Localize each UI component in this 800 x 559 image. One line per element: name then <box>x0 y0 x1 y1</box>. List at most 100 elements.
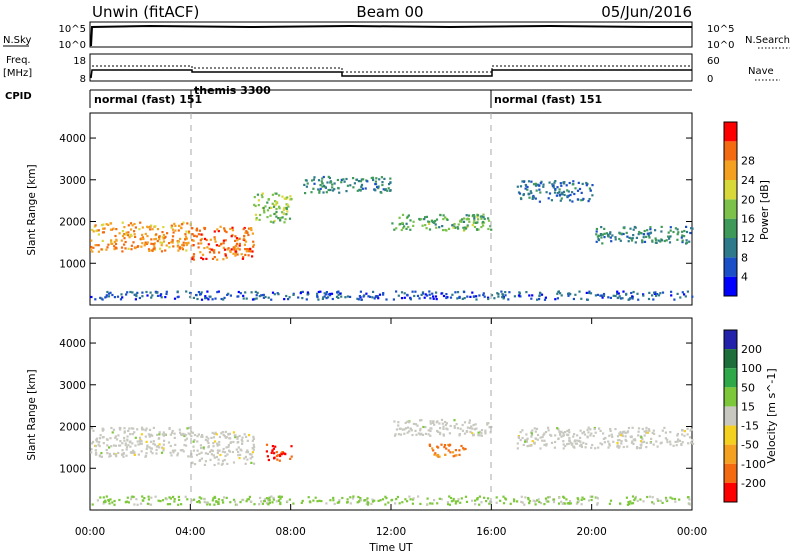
echo-cell <box>586 435 589 438</box>
echo-cell <box>226 453 229 456</box>
echo-cell <box>160 451 164 454</box>
power-colorbar-label: Power [dB] <box>758 180 771 240</box>
echo-cell <box>191 227 194 230</box>
echo-cell <box>191 257 194 260</box>
echo-region-5 <box>391 213 493 232</box>
echo-cell <box>131 291 134 294</box>
echo-cell <box>119 440 122 443</box>
velocity-marks <box>90 418 695 506</box>
echo-cell <box>523 503 526 506</box>
echo-cell <box>108 452 111 455</box>
echo-cell <box>174 224 177 227</box>
echo-cell <box>162 434 165 437</box>
echo-cell <box>133 451 136 454</box>
echo-cell <box>560 184 563 187</box>
echo-cell <box>538 291 542 294</box>
echo-cell <box>234 250 237 253</box>
echo-cell <box>526 437 529 440</box>
echo-cell <box>150 496 153 499</box>
echo-cell <box>164 296 167 299</box>
echo-cell <box>107 243 110 246</box>
echo-cell <box>316 292 319 295</box>
echo-cell <box>669 226 672 229</box>
echo-cell <box>123 243 126 246</box>
echo-cell <box>202 447 205 450</box>
echo-cell <box>596 503 599 506</box>
echo-cell <box>382 188 385 191</box>
echo-cell <box>243 433 246 436</box>
echo-cell <box>317 188 320 191</box>
echo-cell <box>212 445 215 448</box>
echo-cell <box>381 181 384 184</box>
echo-cell <box>225 436 228 439</box>
echo-cell <box>574 442 577 445</box>
echo-cell <box>249 250 252 253</box>
echo-cell <box>539 436 542 439</box>
echo-cell <box>600 226 603 229</box>
echo-cell <box>266 216 269 219</box>
echo-cell <box>253 203 256 206</box>
echo-cell <box>482 216 485 219</box>
echo-cell <box>266 209 270 212</box>
echo-cell <box>488 426 491 429</box>
echo-cell <box>272 205 276 208</box>
echo-cell <box>406 293 409 296</box>
echo-cell <box>543 443 546 446</box>
echo-cell <box>580 199 583 202</box>
echo-cell <box>135 295 138 298</box>
echo-cell <box>213 456 216 459</box>
echo-cell <box>603 232 606 235</box>
echo-cell <box>321 185 324 188</box>
echo-cell <box>397 424 400 427</box>
echo-cell <box>374 189 377 192</box>
echo-cell <box>483 217 486 221</box>
echo-cell <box>683 235 686 238</box>
echo-cell <box>269 214 272 217</box>
echo-cell <box>280 453 283 456</box>
echo-cell <box>244 248 247 251</box>
echo-cell <box>564 444 567 448</box>
echo-cell <box>249 457 252 460</box>
colorbar-tick-label: 8 <box>741 251 748 264</box>
echo-cell <box>148 446 151 449</box>
echo-cell <box>135 293 138 296</box>
echo-cell <box>374 295 377 298</box>
echo-cell <box>317 179 321 182</box>
echo-cell <box>456 291 460 294</box>
echo-cell <box>380 191 383 194</box>
echo-cell <box>659 240 662 243</box>
echo-cell <box>103 500 106 503</box>
echo-cell <box>407 225 410 229</box>
echo-cell <box>181 449 184 452</box>
echo-cell <box>567 442 570 445</box>
echo-cell <box>556 297 559 300</box>
echo-cell <box>97 244 100 247</box>
echo-cell <box>267 499 270 502</box>
echo-cell <box>659 499 662 502</box>
echo-cell <box>144 241 147 244</box>
echo-cell <box>245 435 248 438</box>
echo-cell <box>597 237 600 240</box>
echo-cell <box>224 454 227 458</box>
echo-cell <box>554 188 557 191</box>
echo-cell <box>403 428 406 431</box>
echo-cell <box>115 438 119 441</box>
echo-cell <box>205 435 208 438</box>
echo-cell <box>276 458 279 461</box>
echo-cell <box>451 224 454 227</box>
echo-cell <box>141 295 144 298</box>
echo-cell <box>265 450 268 453</box>
echo-cell <box>591 184 594 187</box>
echo-cell <box>198 500 201 503</box>
echo-cell <box>371 176 375 179</box>
echo-cell <box>421 292 425 295</box>
echo-cell <box>124 233 127 236</box>
echo-cell <box>478 294 481 297</box>
echo-cell <box>660 239 664 242</box>
echo-cell <box>338 191 341 194</box>
echo-cell <box>129 445 132 448</box>
echo-cell <box>442 433 445 436</box>
echo-cell <box>407 421 411 424</box>
echo-cell <box>538 188 541 191</box>
echo-cell <box>165 244 168 247</box>
